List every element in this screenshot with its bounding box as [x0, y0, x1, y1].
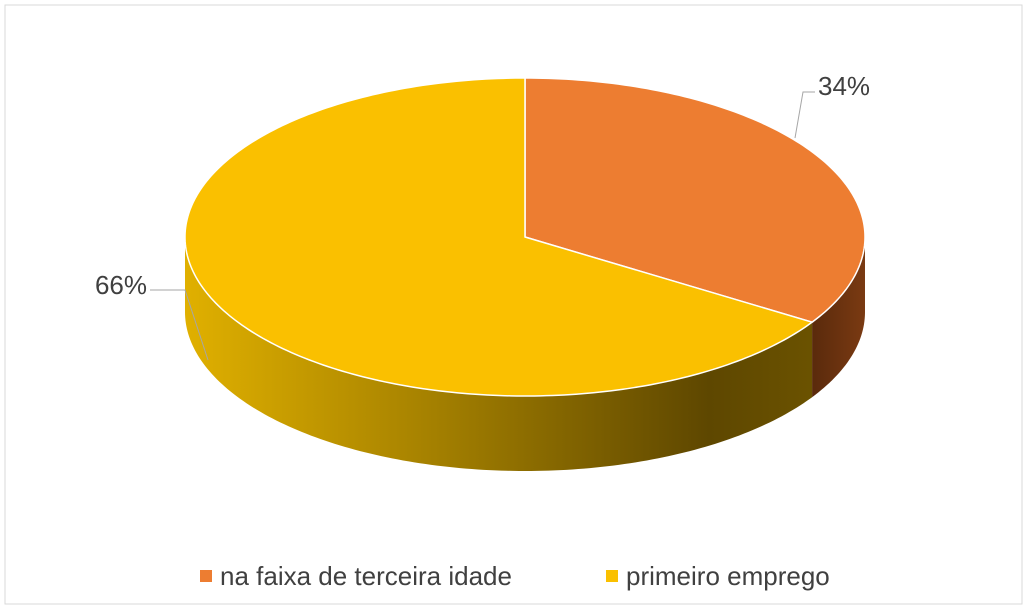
legend-label: na faixa de terceira idade: [220, 561, 512, 591]
pie-slice: [184, 77, 814, 397]
leader-line: [794, 91, 815, 139]
data-label: 34%: [818, 71, 870, 101]
legend-swatch: [606, 570, 618, 582]
legend-label: primeiro emprego: [626, 561, 830, 591]
legend-swatch: [200, 570, 212, 582]
pie-side: [185, 237, 813, 471]
leader-line: [150, 289, 209, 361]
pie-slice: [524, 77, 866, 324]
pie-side: [812, 237, 865, 398]
data-label: 66%: [95, 270, 147, 300]
